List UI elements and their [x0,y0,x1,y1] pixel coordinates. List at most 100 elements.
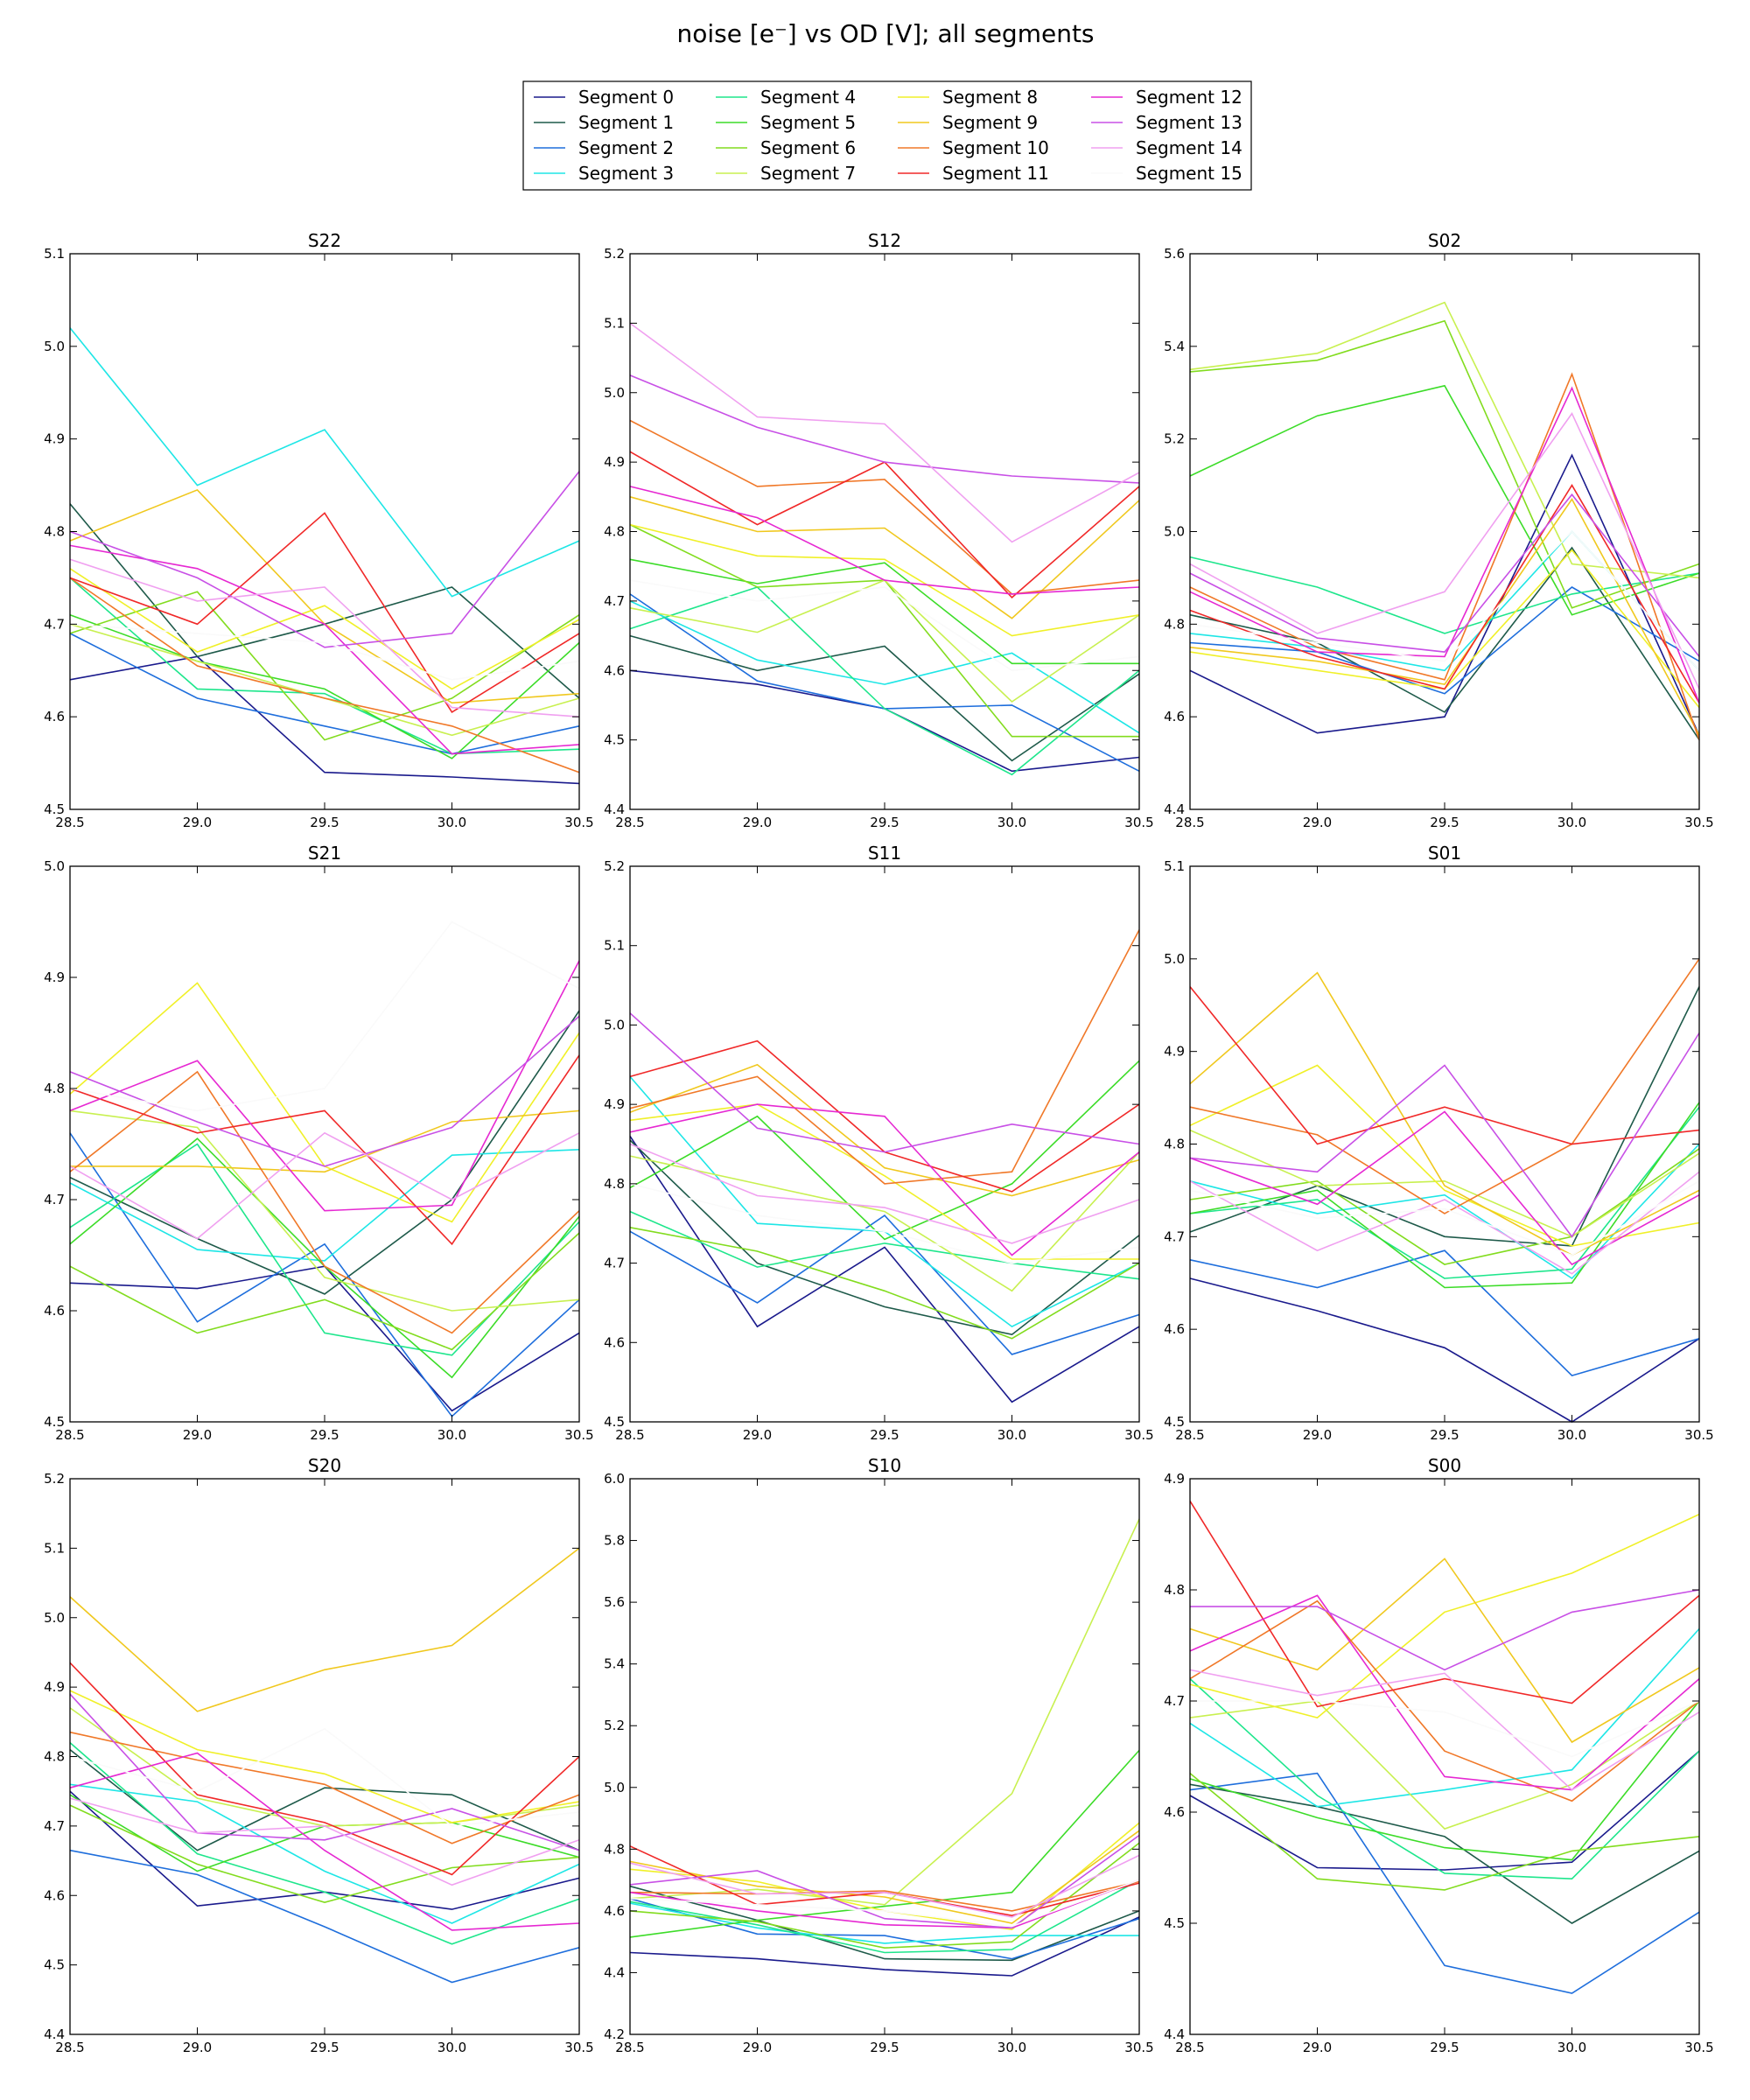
series-line-10 [1189,372,1700,740]
legend-label: Segment 5 [760,112,856,133]
legend-frame [522,80,1252,191]
series-line-14 [629,322,1140,543]
series-line-15 [1190,1700,1700,1758]
x-tick-label: 30.0 [1558,1427,1586,1443]
series-line-2 [1189,1250,1700,1376]
legend-label: Segment 8 [942,87,1038,108]
series-line-2 [69,1849,580,1984]
x-tick-label: 29.5 [1430,815,1459,830]
series-line-3 [629,1902,1139,1944]
subplot-S11: S11 28.5 29.0 29.5 30.0 30.5 4.5 4.6 4.7 4.8 4.9 5.… [604,843,1154,1443]
series-line-11 [1189,986,1700,1145]
series-line-15 [629,579,1140,672]
series-line-7 [629,1518,1140,1906]
series-line-0 [1189,1750,1700,1871]
y-tick-label: 4.4 [604,1964,625,1980]
series-line-11 [1189,1500,1700,1708]
legend-label: Segment 1 [578,112,674,133]
y-tick-label: 4.6 [604,1903,625,1919]
series-line-5 [1189,1700,1700,1861]
plot-frame [69,865,580,1423]
y-tick-label: 4.9 [44,431,65,447]
x-tick-label: 29.5 [310,815,339,830]
subplot-S02: S02 28.5 29.0 29.5 30.0 30.5 4.4 4.6 4.8 5.0 5.2 5.… [1164,230,1714,830]
legend-label: Segment 12 [1136,87,1242,108]
series-line-3 [69,327,580,598]
legend-label: Segment 2 [578,137,674,158]
series-line-6 [629,1842,1140,1950]
series-line-14 [629,1143,1140,1244]
series-line-2 [69,633,580,755]
legend-entry: Segment 13 [1091,112,1242,133]
y-tick-label: 4.8 [1164,616,1185,632]
x-tick-label: 29.0 [1303,2040,1332,2055]
legend-label: Segment 11 [942,163,1049,184]
series-line-14 [1189,1669,1700,1791]
legend-entry: Segment 6 [716,137,856,158]
subplot-S21: S21 28.5 29.0 29.5 30.0 30.5 4.5 4.6 4.7 4.8 4.9 5.… [44,843,594,1443]
y-tick-label: 4.6 [44,709,65,724]
series-line-9 [1189,971,1700,1256]
series-line-1 [69,503,580,699]
subplot-S01: S01 28.5 29.0 29.5 30.0 30.5 4.5 4.6 4.7 4.8 4.9 5.… [1164,843,1714,1443]
x-tick-label: 29.5 [1430,2040,1459,2055]
legend-entry: Segment 3 [534,163,674,184]
x-tick-label: 29.5 [1430,1427,1459,1443]
series-line-11 [69,1662,580,1876]
series-line-8 [1189,1064,1700,1247]
series-line-14 [69,1131,580,1240]
series-group [1189,958,1700,1423]
series-group [629,929,1140,1404]
series-line-5 [629,1060,1140,1241]
series-line-3 [69,1149,580,1262]
series-group [1189,1500,1700,1994]
series-line-1 [1189,546,1700,741]
x-tick-label: 29.0 [1303,815,1332,830]
legend-entry: Segment 14 [1091,137,1242,158]
series-line-4 [1189,1678,1700,1880]
x-tick-label: 29.5 [310,1427,339,1443]
x-tick-label: 28.5 [615,2040,644,2055]
y-tick-label: 4.7 [1164,1693,1185,1709]
series-line-1 [629,1885,1140,1962]
legend-label: Segment 15 [1136,163,1242,184]
series-line-2 [1189,586,1700,695]
subplot-title: S01 [1428,843,1461,864]
series-line-13 [1189,1032,1700,1238]
x-tick-label: 28.5 [1175,815,1204,830]
y-tick-label: 5.1 [1164,858,1185,874]
y-tick-label: 4.8 [44,1081,65,1096]
series-line-1 [629,1139,1140,1336]
x-tick-label: 29.0 [743,2040,772,2055]
x-tick-label: 30.5 [1124,1427,1153,1443]
subplot-S10: S10 28.5 29.0 29.5 30.0 30.5 4.2 4.4 4.6 4.8 5.0 5.… [604,1455,1154,2055]
series-line-13 [1189,493,1700,657]
series-line-9 [70,1110,580,1173]
series-line-12 [69,544,580,755]
series-line-8 [69,568,580,690]
y-tick-label: 4.5 [44,1414,65,1430]
series-line-6 [1189,1148,1700,1265]
y-tick-label: 5.4 [604,1656,625,1672]
series-line-7 [1189,301,1700,579]
x-tick-label: 30.5 [1684,815,1713,830]
series-line-12 [629,486,1140,595]
y-tick-label: 5.1 [44,1540,65,1556]
y-tick-label: 4.7 [1164,1228,1185,1244]
series-line-12 [629,1103,1140,1256]
series-group [69,920,580,1418]
y-tick-label: 4.6 [44,1303,65,1319]
series-line-1 [69,1010,580,1295]
series-line-15 [69,1727,580,1827]
x-tick-label: 28.5 [1175,1427,1204,1443]
y-tick-label: 5.0 [604,1017,625,1032]
series-line-0 [629,1916,1140,1977]
legend: Segment 0 Segment 1 Segment 2 Segment 3 Segm… [522,80,1252,191]
x-tick-label: 30.0 [998,1427,1026,1443]
series-line-14 [1189,412,1700,690]
series-line-0 [1189,1278,1700,1423]
series-line-10 [1189,958,1700,1214]
series-line-12 [69,1752,580,1931]
x-tick-label: 30.5 [564,815,593,830]
x-tick-label: 30.5 [1684,2040,1713,2055]
